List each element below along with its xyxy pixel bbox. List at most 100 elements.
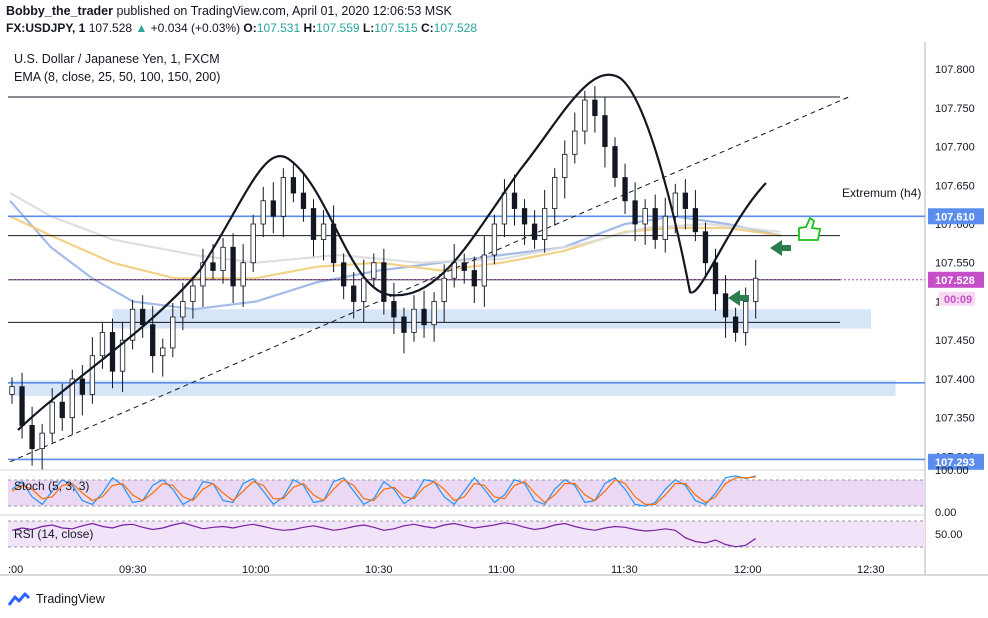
candle-body (441, 277, 447, 302)
candle-body (150, 324, 156, 357)
candle-body (320, 223, 327, 240)
left-arrow-icon (728, 290, 749, 306)
candle (300, 174, 307, 222)
candle-body (330, 223, 337, 264)
candle-body (712, 262, 719, 295)
candle-body (612, 146, 618, 178)
close-value: 107.528 (433, 21, 478, 35)
candle-body (280, 177, 287, 217)
candle (260, 186, 266, 238)
candle-body (139, 308, 146, 326)
candle (320, 210, 327, 261)
candle (632, 182, 638, 242)
zones-layer (10, 309, 896, 396)
candle (431, 292, 437, 342)
candle (129, 299, 136, 350)
candle-body (732, 316, 739, 333)
candle-body (652, 208, 658, 240)
time-axis: :00 09:30 10:00 10:30 11:00 11:30 12:00 12:30 (8, 564, 885, 576)
candle (451, 244, 457, 288)
candle-body (210, 262, 216, 271)
price-change: +0.034 (+0.03%) (150, 21, 241, 35)
high-value: 107.559 (316, 21, 360, 35)
time-tick-label: 12:30 (857, 564, 885, 576)
thumbs-up-icon (798, 216, 822, 241)
candle (290, 163, 297, 203)
candle (542, 189, 548, 253)
candle-body (230, 246, 236, 287)
candle (521, 199, 528, 245)
candle (49, 388, 55, 443)
extremum-label: Extremum (h4) (842, 186, 922, 200)
candle-body (371, 262, 377, 279)
time-tick-label: :00 (8, 564, 23, 576)
candle (391, 282, 397, 335)
candle-body (351, 285, 357, 302)
candle-body (542, 208, 548, 240)
publish-text: published on TradingView.com, April 01, … (116, 4, 452, 18)
candle-body (129, 308, 136, 341)
up-arrow-icon: ▲ (135, 21, 148, 35)
candle (371, 253, 377, 288)
candle (180, 282, 186, 331)
rsi-legend[interactable]: RSI (14, close) (14, 527, 94, 541)
candle (411, 295, 417, 342)
candle (69, 369, 75, 435)
candle-body (381, 262, 387, 302)
candle-body (662, 215, 668, 240)
rsi-line (11, 522, 757, 548)
candle-body (451, 262, 457, 279)
candle (351, 272, 357, 319)
left-arrow-icon (770, 240, 791, 256)
trendline (9, 95, 851, 463)
time-tick-label: 09:30 (119, 564, 147, 576)
price-tick-label: 107.450 (935, 335, 975, 347)
candle (753, 259, 759, 319)
candle (471, 256, 477, 304)
candle (79, 364, 85, 416)
candle-body (521, 208, 528, 225)
candle (310, 199, 317, 257)
freehand-curve (17, 73, 767, 431)
candle-body (89, 355, 96, 395)
candle (572, 112, 578, 164)
open-label: O: (243, 21, 257, 35)
candle-body (501, 192, 508, 225)
candle (190, 276, 196, 319)
chart-legend-title[interactable]: U.S. Dollar / Japanese Yen, 1, FXCM (14, 52, 220, 66)
candle-body (39, 432, 45, 450)
support-zone (112, 309, 871, 329)
symbol-label: FX:USDJPY, 1 (6, 21, 86, 35)
ema-legend[interactable]: EMA (8, close, 25, 50, 100, 150, 200) (14, 70, 221, 84)
level-high-tag: 107.610 (935, 211, 975, 223)
price-axis: 107.800107.750107.700107.650107.600107.5… (928, 64, 984, 541)
current-price-tag-bg (928, 271, 984, 288)
candle (250, 214, 256, 273)
candle-body (672, 192, 678, 217)
candle (491, 214, 498, 265)
level-high-tag-bg (928, 208, 984, 225)
candle-body (602, 115, 608, 147)
price-tick-label: 107.750 (935, 103, 975, 115)
stoch-k-line (11, 475, 756, 507)
candle (240, 244, 246, 307)
stoch-legend[interactable]: Stoch (5, 3, 3) (14, 479, 90, 493)
candle-body (461, 262, 467, 271)
candle (89, 337, 96, 404)
author-name[interactable]: Bobby_the_trader (6, 4, 113, 18)
candle (401, 307, 407, 354)
tradingview-brand[interactable]: TradingView (8, 592, 105, 606)
price-tick-label: 107.700 (935, 142, 975, 154)
candle-body (200, 262, 206, 287)
rsi-band (8, 521, 925, 547)
candle-body (49, 401, 55, 434)
candle-body (290, 177, 297, 194)
stoch-tick-100: 100.00 (935, 465, 969, 477)
countdown-label: 00:09 (944, 294, 972, 306)
candle (340, 253, 347, 300)
candle-body (481, 254, 488, 287)
candle (582, 90, 588, 145)
candle (692, 189, 699, 242)
candle (170, 303, 176, 358)
